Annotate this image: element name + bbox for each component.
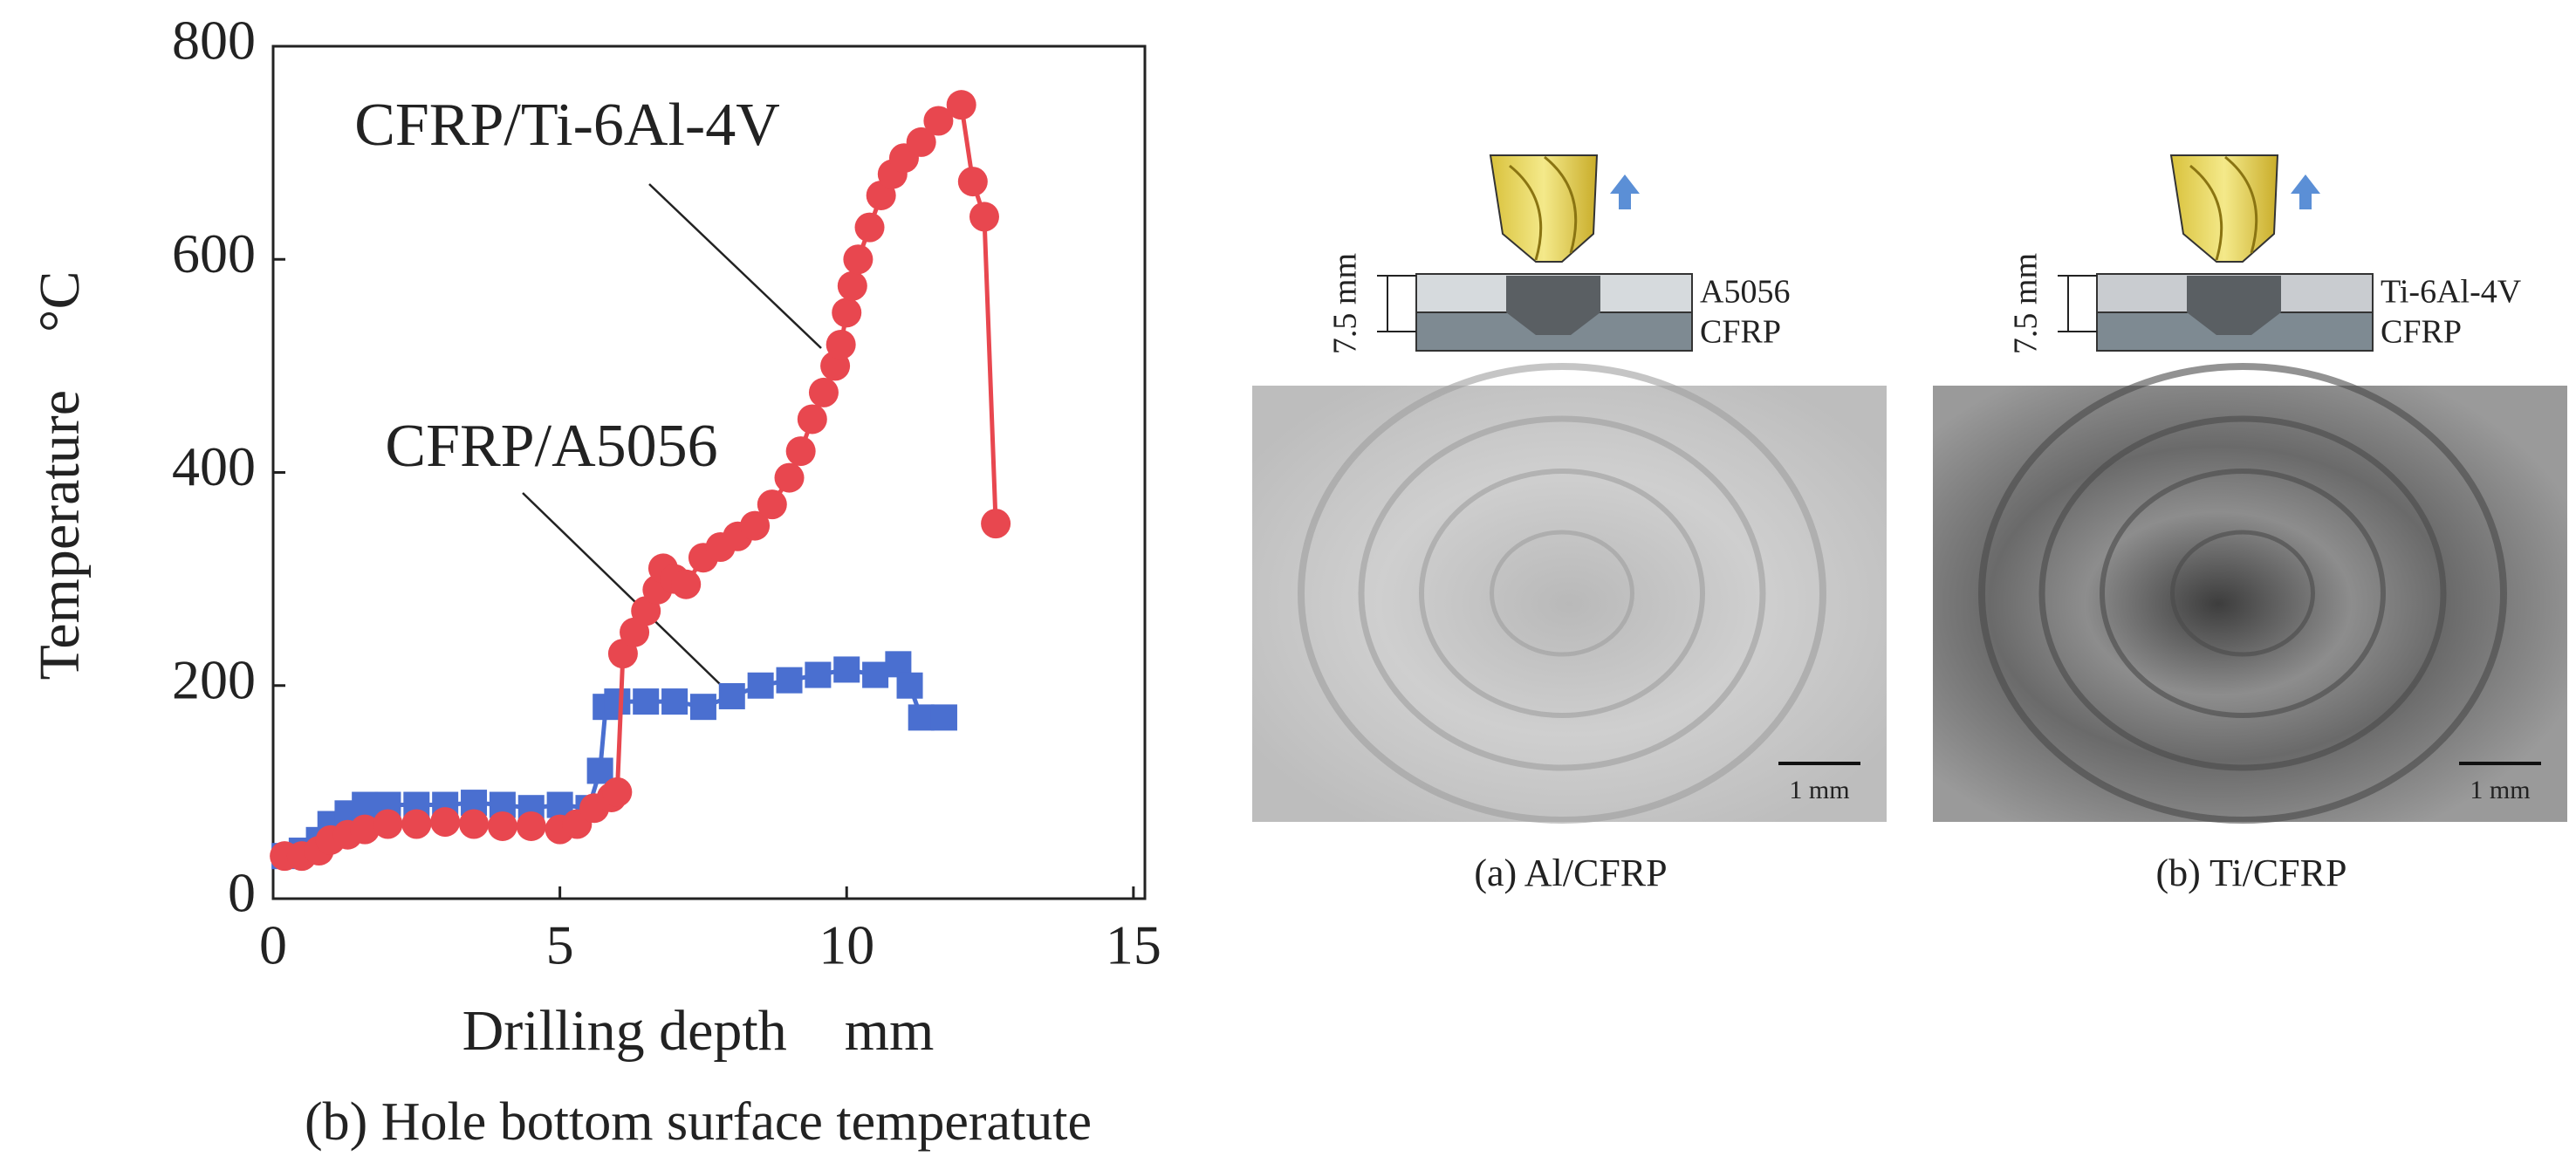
marker xyxy=(981,509,1011,539)
marker xyxy=(401,809,432,839)
series-line xyxy=(284,100,998,859)
scale-label: 1 mm xyxy=(1789,776,1849,804)
marker xyxy=(862,661,889,688)
marker xyxy=(833,656,860,683)
marker xyxy=(837,270,867,301)
photo-ring xyxy=(1298,363,1826,824)
leader-line xyxy=(522,492,723,688)
marker xyxy=(854,212,885,243)
drill-flute xyxy=(2189,155,2258,261)
photo-ring xyxy=(2100,469,2386,718)
y-axis-label: Temperature °C xyxy=(28,271,92,681)
marker xyxy=(718,682,745,709)
x-tick-label: 5 xyxy=(546,914,574,976)
photo-ring xyxy=(1358,415,1766,771)
photo-ring xyxy=(2038,415,2447,771)
marker xyxy=(826,329,856,359)
marker xyxy=(459,809,490,839)
drill xyxy=(2169,154,2279,263)
marker xyxy=(586,757,613,784)
layer-label: CFRP xyxy=(2381,314,2462,351)
marker xyxy=(373,809,403,839)
photo-ring xyxy=(1490,530,1634,657)
marker xyxy=(785,436,816,467)
marker xyxy=(896,672,923,699)
marker xyxy=(908,704,935,731)
annotation: CFRP/A5056 xyxy=(385,413,717,480)
marker xyxy=(430,807,461,838)
marker xyxy=(671,569,702,599)
marker xyxy=(946,90,976,120)
photo-bg xyxy=(1933,386,2567,822)
y-tick-label: 400 xyxy=(172,435,256,497)
drill xyxy=(1489,154,1599,263)
marker xyxy=(805,661,832,688)
marker xyxy=(843,244,874,275)
scale-label: 1 mm xyxy=(2470,776,2530,804)
x-tick-label: 10 xyxy=(819,914,874,976)
marker xyxy=(930,704,957,731)
y-tick-label: 200 xyxy=(172,648,256,710)
marker xyxy=(487,811,517,841)
marker xyxy=(689,694,716,721)
thickness-label: 7.5 mm xyxy=(1327,253,1364,354)
y-tick-label: 800 xyxy=(172,10,256,72)
layer-label: A5056 xyxy=(1700,274,1790,311)
marker xyxy=(661,688,689,715)
y-tick-label: 0 xyxy=(228,862,256,924)
marker xyxy=(957,167,988,197)
panel-caption: (a) Al/CFRP xyxy=(1474,852,1667,894)
photo-ring xyxy=(1978,363,2507,824)
up-arrow xyxy=(2291,174,2320,209)
layer-label: Ti-6Al-4V xyxy=(2381,274,2522,311)
marker xyxy=(774,462,805,493)
chart-caption: (b) Hole bottom surface temperatute xyxy=(305,1092,1092,1152)
y-tick-label: 600 xyxy=(172,222,256,284)
marker xyxy=(906,127,936,157)
marker xyxy=(516,811,546,841)
leader-line xyxy=(648,183,822,349)
x-tick-label: 0 xyxy=(259,914,287,976)
photo-ring xyxy=(2170,530,2315,657)
marker xyxy=(808,377,839,407)
hole xyxy=(1506,276,1600,335)
hole xyxy=(2187,276,2281,335)
drill-flute xyxy=(1509,155,1578,261)
marker xyxy=(747,672,774,699)
chart: 0 5 10 15 0 200 400 600 800 Drilling depth mm Temp… xyxy=(28,10,1161,1153)
marker xyxy=(832,298,862,328)
x-axis-label: Drilling depth mm xyxy=(462,999,935,1063)
marker xyxy=(633,688,660,715)
marker xyxy=(776,667,803,694)
layer-label: CFRP xyxy=(1700,314,1781,351)
photo-bg xyxy=(1252,386,1887,822)
thickness-label: 7.5 mm xyxy=(2008,253,2045,354)
marker xyxy=(602,777,633,807)
marker xyxy=(352,791,379,818)
photo-ring xyxy=(1419,469,1705,718)
marker xyxy=(797,404,827,434)
photo: 1 mm xyxy=(1933,363,2567,824)
marker xyxy=(740,510,771,541)
annotation: CFRP/Ti-6Al-4V xyxy=(354,92,780,159)
marker xyxy=(604,688,631,715)
panel-caption: (b) Ti/CFRP xyxy=(2156,852,2347,894)
marker xyxy=(969,202,999,232)
marker xyxy=(923,106,954,136)
marker xyxy=(350,814,380,845)
photo: 1 mm xyxy=(1252,363,1887,824)
marker xyxy=(757,489,787,520)
x-tick-label: 15 xyxy=(1106,914,1161,976)
up-arrow xyxy=(1610,174,1640,209)
